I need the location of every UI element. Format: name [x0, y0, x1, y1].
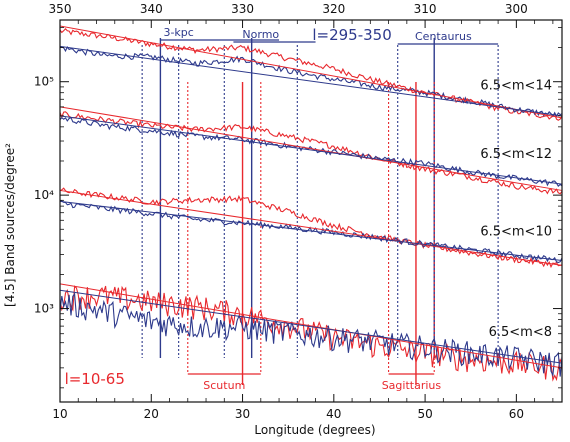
- x-tick-label: 50: [417, 407, 432, 421]
- y-tick-label: 10³: [34, 302, 54, 316]
- x-top-tick-label: 320: [322, 2, 345, 16]
- x-top-tick-label: 300: [505, 2, 528, 16]
- region-label: l=10-65: [65, 370, 125, 388]
- region-label: l=295-350: [312, 26, 391, 44]
- x-tick-label: 30: [235, 407, 250, 421]
- region-label: 3-kpc: [163, 26, 193, 39]
- x-tick-label: 40: [326, 407, 341, 421]
- x-top-tick-label: 310: [414, 2, 437, 16]
- series-blue-fit: [59, 289, 563, 364]
- plot-layer: 6.5<m<14 6.5<m<12 6.5<m<10 6.5<m<8 3-kpc Norm…: [59, 25, 563, 392]
- x-top-tick-label: 340: [140, 2, 163, 16]
- series-red-line: [59, 111, 563, 195]
- series-red-fit: [59, 283, 563, 369]
- series-label: 6.5<m<10: [480, 225, 552, 240]
- series-red-fit: [59, 189, 563, 266]
- series-label: 6.5<m<14: [480, 78, 552, 93]
- x-axis-label: Longitude (degrees): [254, 423, 375, 437]
- region-label: Sagittarius: [382, 379, 442, 392]
- region-label: Centaurus: [415, 30, 472, 43]
- series-red-line: [59, 187, 563, 269]
- x-top-tick-label: 350: [49, 2, 72, 16]
- y-axis-label: [4.5] Band sources/degree²: [3, 143, 17, 307]
- series-blue-line: [59, 116, 563, 188]
- series-red-fit: [59, 25, 563, 119]
- region-label: Scutum: [203, 379, 245, 392]
- y-tick-label: 10⁵: [34, 75, 54, 89]
- series-blue-fit: [59, 115, 563, 185]
- axes-layer: 10 20 30 40 50 60 350 340 330 320 310 300 10³ 10⁴ 10⁵: [34, 2, 563, 421]
- x-tick-label: 10: [52, 407, 67, 421]
- x-tick-label: 60: [509, 407, 524, 421]
- plot-frame: [59, 19, 563, 403]
- y-tick-label: 10⁴: [34, 188, 54, 202]
- x-top-tick-label: 330: [231, 2, 254, 16]
- x-tick-label: 20: [144, 407, 159, 421]
- series-blue-fit: [59, 200, 563, 262]
- series-blue-line: [59, 292, 563, 378]
- series-label: 6.5<m<12: [480, 147, 552, 162]
- series-blue-fit: [59, 45, 563, 117]
- region-label: Normo: [242, 28, 279, 41]
- series-label: 6.5<m<8: [489, 325, 552, 340]
- series-red-fit: [59, 106, 563, 191]
